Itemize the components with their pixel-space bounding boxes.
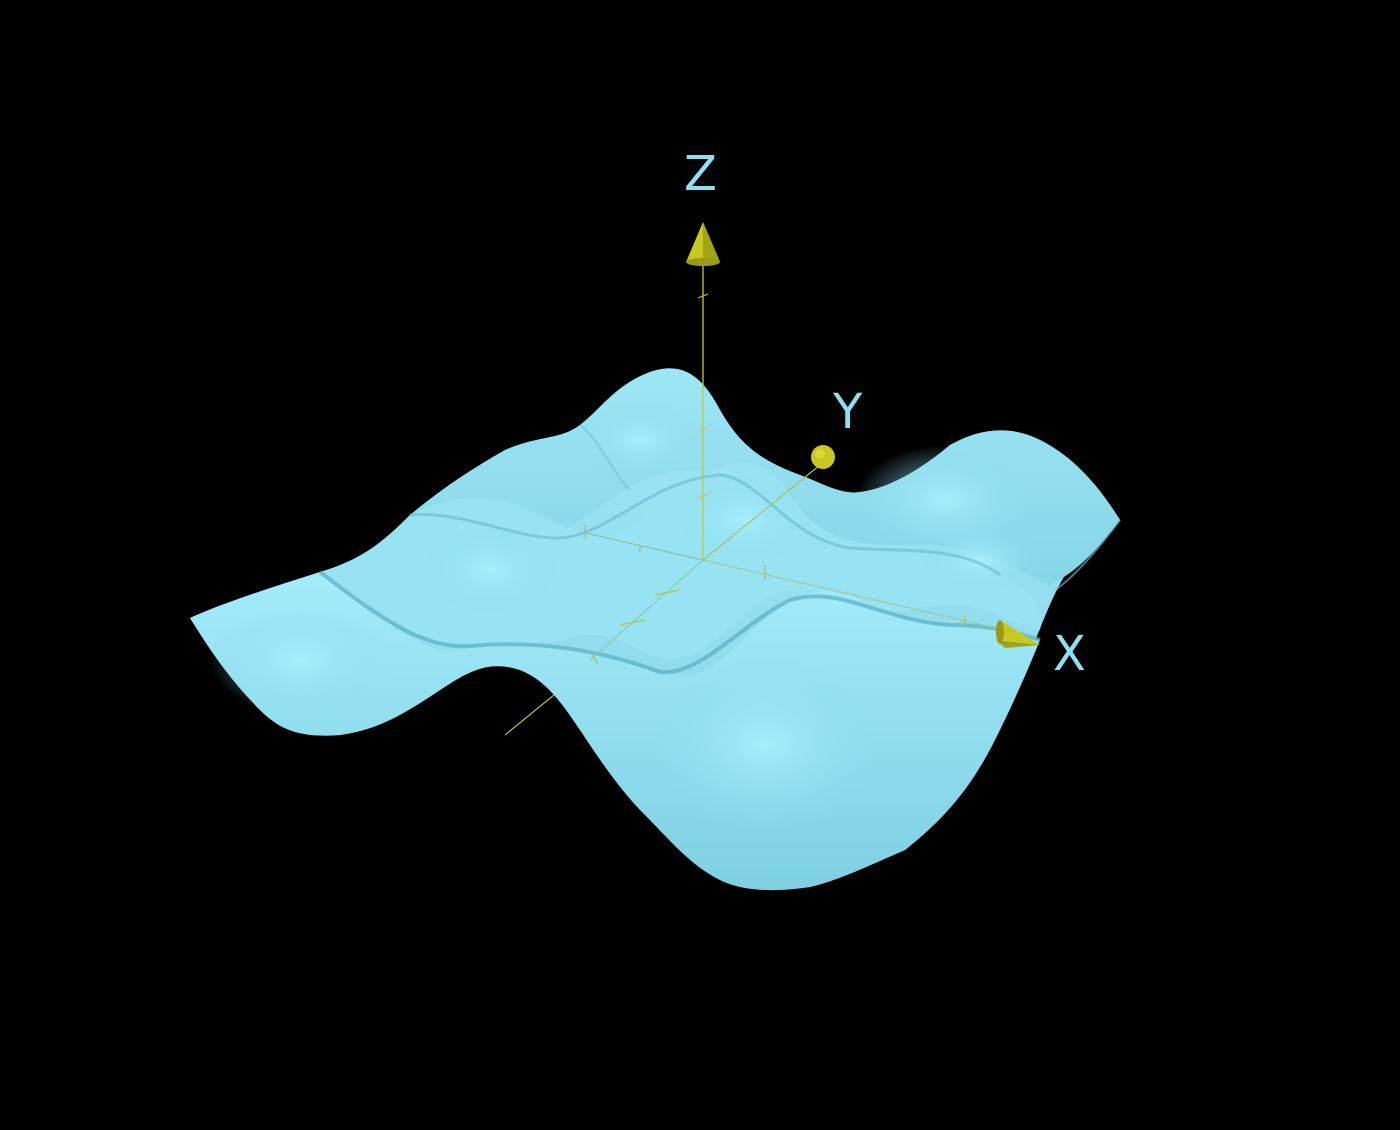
surface-valley-shade: [318, 570, 1041, 675]
x-axis-label: X: [1053, 626, 1086, 682]
z-axis-tick: [697, 293, 709, 299]
y-axis-line-lower: [504, 689, 561, 736]
y-axis-tick: [619, 619, 646, 626]
surface-highlight: [420, 525, 560, 615]
surface-highlight: [920, 525, 1040, 595]
grid-line: [584, 532, 704, 561]
surface-highlight: [210, 605, 390, 715]
z-axis-tick: [697, 493, 709, 499]
y-axis-label: Y: [832, 384, 863, 440]
y-axis-tick: [591, 654, 599, 665]
z-axis-tick: [697, 427, 709, 433]
y-axis-line-back: [702, 464, 821, 561]
z-axis-head-icon: [686, 222, 720, 266]
z-axis-label: Z: [684, 146, 717, 202]
surface-highlight: [580, 400, 700, 480]
x-axis-head-icon: [996, 620, 1040, 648]
x-axis-line: [702, 559, 1006, 631]
surface-valley-shade: [579, 424, 631, 491]
surface-valley-shade: [409, 473, 1001, 577]
y-axis-head-icon: [811, 445, 835, 469]
y-axis-line: [589, 559, 704, 661]
surface-highlight: [675, 475, 815, 565]
surface-highlight: [645, 655, 885, 835]
surface-edge-shade: [1054, 519, 1121, 591]
y-axis-tick: [654, 589, 681, 596]
